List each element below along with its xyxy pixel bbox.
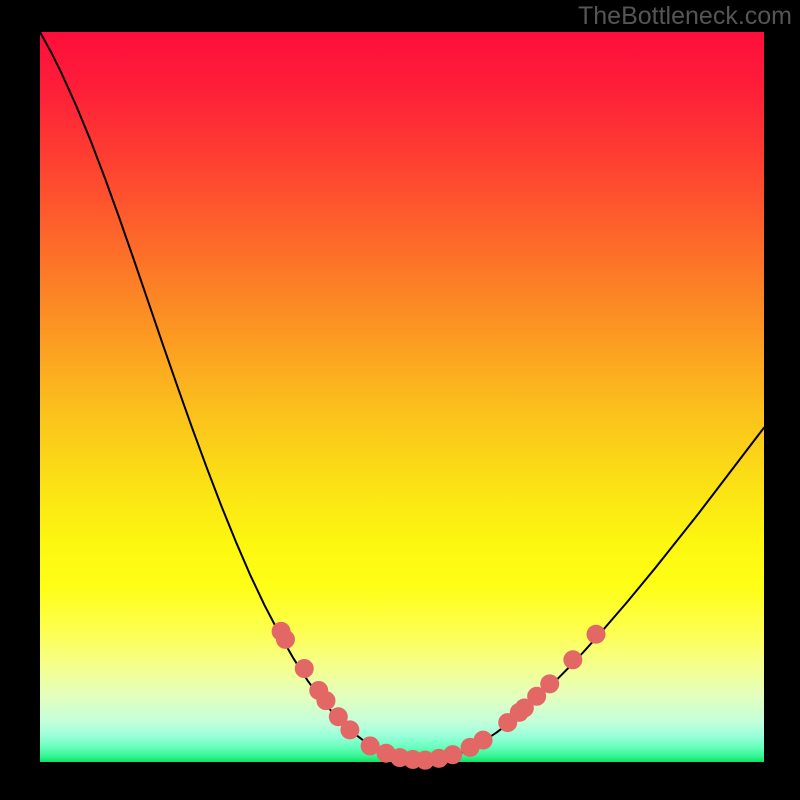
bottleneck-curve-chart [40,32,764,762]
curve-marker [563,650,582,669]
curve-marker [340,720,359,739]
curve-marker [276,630,295,649]
curve-marker [295,659,314,678]
curve-marker [540,674,559,693]
watermark-label: TheBottleneck.com [578,2,792,31]
curve-marker [474,731,493,750]
chart-stage: TheBottleneck.com [0,0,800,800]
gradient-background [40,32,764,762]
curve-marker [316,691,335,710]
curve-marker [443,745,462,764]
plot-area [40,32,764,762]
curve-marker [587,625,606,644]
